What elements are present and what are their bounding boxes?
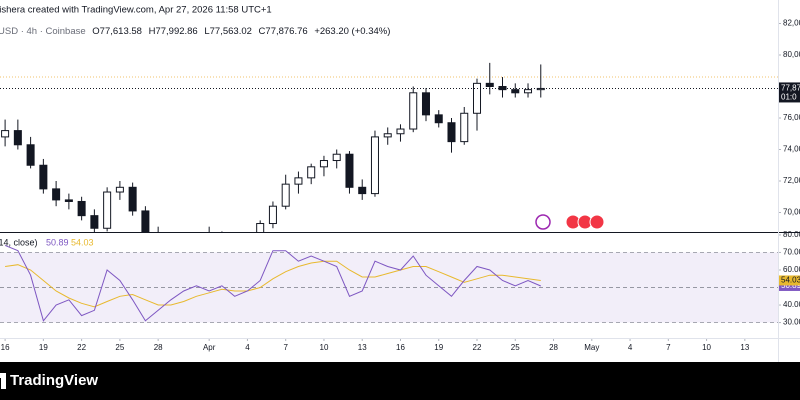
x-tick-label: 19: [39, 343, 48, 352]
candle-body: [268, 205, 277, 225]
candle-body: [498, 85, 507, 91]
rsi-pane: [0, 244, 778, 323]
candle-body: [52, 188, 61, 201]
candle-body: [396, 128, 405, 135]
value-box: [779, 275, 800, 286]
candle-body: [1, 130, 10, 138]
footer: [0, 362, 800, 400]
y-tick-label: 76,000: [783, 113, 800, 122]
last-price-label: 77,876.76: [781, 84, 800, 93]
x-tick-label: Apr: [203, 343, 216, 352]
legend-value: 50.89: [46, 237, 69, 247]
axes: 82,000 80,000 76,000 74,000 72,000 70,000 77,8…: [0, 19, 800, 352]
open: O77,613.58: [92, 26, 142, 37]
x-tick-label: 28: [154, 343, 163, 352]
countdown: 01:0: [781, 93, 797, 102]
candle-body: [472, 82, 482, 114]
candle-body: [77, 200, 86, 217]
candle-body: [281, 183, 290, 207]
x-tick-label: 19: [434, 343, 443, 352]
last-price-box: [779, 82, 800, 103]
rsi-title: RSI (14, close): [0, 237, 38, 247]
y-tick-label: 80.00: [783, 230, 800, 239]
x-tick-label: 25: [115, 343, 124, 352]
header-title: aishera created with TradingView.com, Ap…: [0, 5, 272, 16]
x-tick-label: 10: [702, 343, 711, 352]
x-tick-label: 13: [740, 343, 749, 352]
y-tick-label: 80,000: [783, 50, 800, 59]
value-box-label: 54.03: [781, 276, 800, 285]
candle-body: [141, 210, 150, 232]
candle-body: [128, 186, 137, 212]
event-icons: [535, 214, 605, 230]
x-tick-label: 7: [283, 343, 288, 352]
candle-body: [332, 153, 341, 162]
candle-body: [90, 215, 99, 229]
candle-body: [447, 122, 456, 143]
value-box-label: 50.89: [781, 281, 800, 290]
candle-body: [511, 89, 520, 94]
y-tick-label: 30.00: [783, 318, 800, 327]
x-tick-label: 16: [396, 343, 405, 352]
x-tick-label: 4: [628, 343, 633, 352]
x-tick-label: 16: [1, 343, 10, 352]
y-tick-label: 70,000: [783, 208, 800, 217]
candle-body: [64, 199, 73, 202]
y-tick-label: 40.00: [783, 300, 800, 309]
footer-brand: TradingView: [10, 372, 98, 389]
y-tick-label: 82,000: [783, 19, 800, 28]
candle-body: [434, 114, 443, 124]
x-tick-label: 13: [358, 343, 367, 352]
candle-body: [460, 112, 469, 143]
logo-icon: [0, 373, 6, 389]
candle-body: [256, 223, 265, 232]
high: H77,992.86: [149, 26, 198, 37]
x-tick-label: 28: [549, 343, 558, 352]
event-icon: [589, 214, 605, 230]
candle-body: [294, 177, 303, 185]
candle-body: [485, 82, 494, 87]
change: +263.20 (+0.34%): [314, 26, 390, 37]
candle-body: [345, 153, 354, 188]
legend-value: 54.03: [71, 237, 94, 247]
candle-body: [103, 191, 112, 229]
y-tick-label: 70.00: [783, 248, 800, 257]
candle-body: [115, 186, 124, 193]
rsi-line: [4, 244, 541, 322]
candle-body: [39, 164, 48, 190]
x-tick-label: 7: [666, 343, 671, 352]
x-tick-label: 22: [473, 343, 482, 352]
candle-body: [409, 92, 418, 130]
x-tick-label: 22: [77, 343, 86, 352]
x-tick-label: 25: [511, 343, 520, 352]
y-tick-label: 60.00: [783, 265, 800, 274]
symbol: USD · 4h · Coinbase: [0, 26, 86, 37]
x-tick-label: May: [584, 343, 599, 352]
candle-body: [319, 160, 328, 168]
rsi-line: [5, 260, 541, 308]
event-icon: [535, 214, 551, 230]
value-box: [779, 280, 800, 291]
x-tick-label: 4: [245, 343, 250, 352]
y-tick-label: 72,000: [783, 176, 800, 185]
candle-body: [524, 89, 533, 94]
candle-body: [13, 130, 22, 146]
candle-body: [26, 144, 35, 166]
header-ohlc: USD · 4h · Coinbase O77,613.58 H77,992.8…: [0, 26, 390, 37]
candle-body: [370, 136, 379, 195]
close: C77,876.76: [259, 26, 308, 37]
price-pane: [0, 62, 778, 232]
candle-body: [383, 133, 392, 138]
candle-body: [307, 166, 316, 179]
candle-body: [421, 92, 430, 116]
x-tick-label: 10: [320, 343, 329, 352]
y-tick-label: 74,000: [783, 145, 800, 154]
low: L77,563.02: [204, 26, 252, 37]
candle-body: [358, 186, 367, 195]
